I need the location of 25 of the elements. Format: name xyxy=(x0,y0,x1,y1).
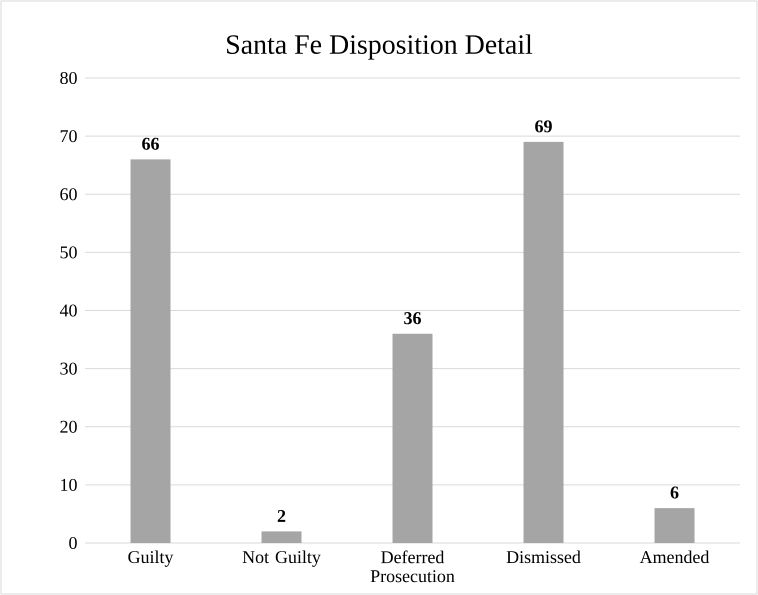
data-label: 69 xyxy=(535,120,552,132)
data-label: 66 xyxy=(142,138,159,150)
y-tick-label: 40 xyxy=(60,304,77,317)
y-tick-label: 10 xyxy=(61,478,77,491)
chart-title: Santa Fe Disposition Detail xyxy=(227,34,532,60)
data-label: 2 xyxy=(278,510,286,522)
y-tick-label: 60 xyxy=(60,188,77,200)
bar xyxy=(524,142,564,543)
data-label: 6 xyxy=(670,486,678,499)
bar xyxy=(654,508,695,543)
y-tick-label: 50 xyxy=(60,246,77,258)
bar xyxy=(130,159,171,543)
data-label: 36 xyxy=(404,312,421,324)
x-tick-label: Dismissed xyxy=(506,550,581,564)
x-tick-label: Amended xyxy=(640,550,710,564)
y-tick-label: 20 xyxy=(60,420,77,433)
x-tick-label: Deferred Prosecution xyxy=(370,550,455,582)
y-tick-label: 30 xyxy=(60,362,77,375)
bar xyxy=(262,531,302,543)
y-tick-label: 0 xyxy=(69,536,77,550)
x-tick-label: Not Guilty xyxy=(242,550,321,567)
bar xyxy=(392,334,433,543)
y-tick-label: 80 xyxy=(60,72,77,84)
x-tick-label: Guilty xyxy=(128,550,174,567)
y-tick-label: 70 xyxy=(60,130,77,142)
